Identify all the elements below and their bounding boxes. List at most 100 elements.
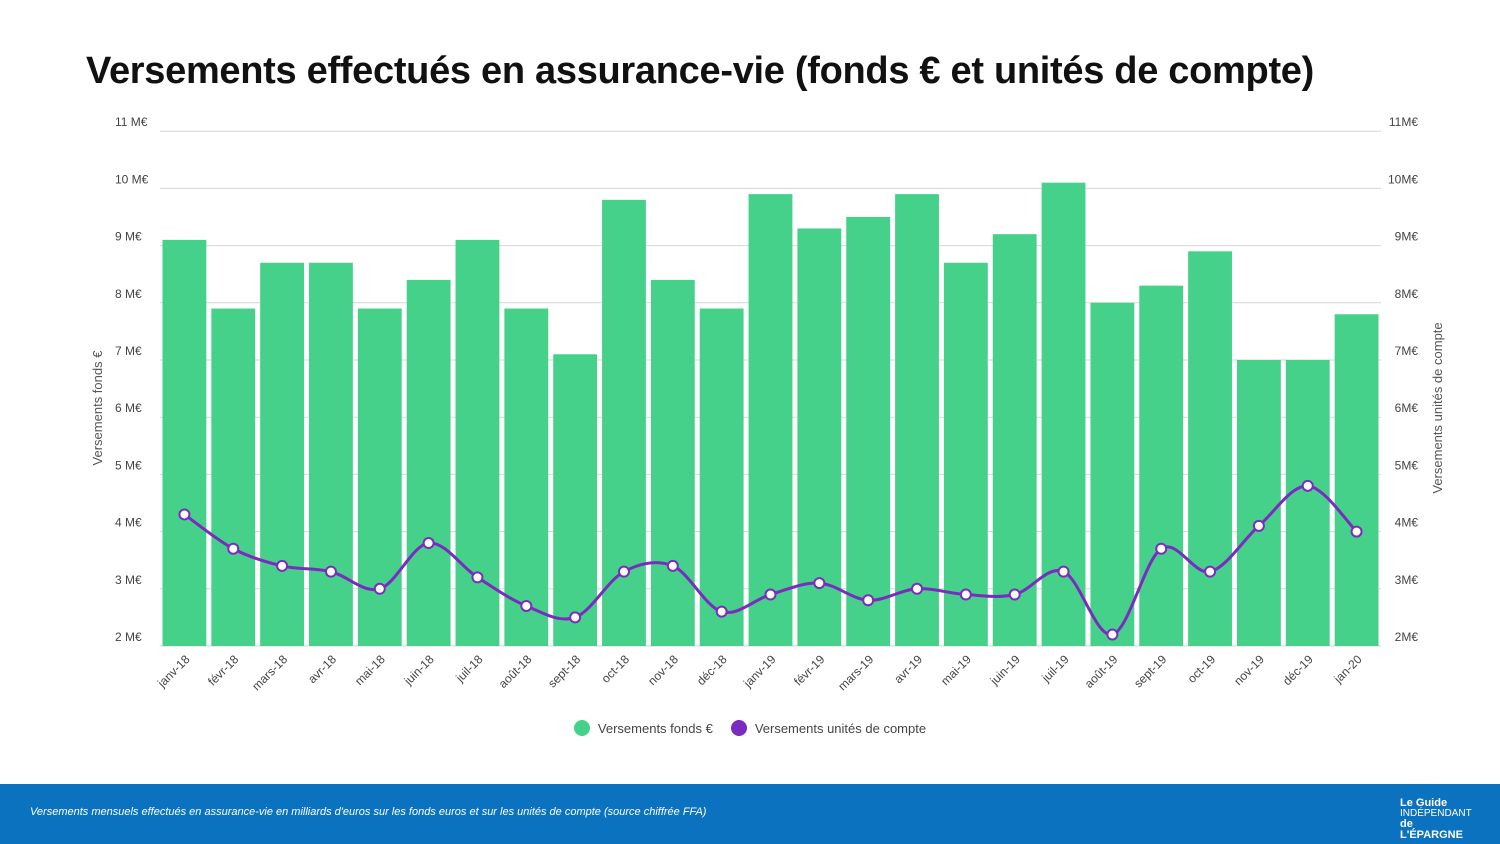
point-mars-18 — [276, 559, 289, 572]
legend-swatch-uc — [730, 720, 747, 736]
y-tick-left: 5 M€ — [115, 458, 142, 472]
point-janv-19 — [764, 588, 777, 601]
point-sept-19 — [1155, 542, 1168, 555]
point-nov-19 — [1252, 519, 1265, 532]
x-tick: juin-19 — [987, 652, 1023, 688]
y-tick-left: 7 M€ — [115, 344, 142, 358]
point-mai-18 — [373, 582, 386, 595]
x-tick: déc-18 — [694, 652, 730, 688]
x-tick: févr-19 — [791, 652, 828, 689]
bar-jan-20 — [1334, 314, 1379, 646]
x-tick: août-19 — [1082, 652, 1121, 691]
x-tick: déc-19 — [1280, 652, 1316, 688]
bar-nov-19 — [1236, 360, 1281, 646]
legend-item-fonds[interactable]: Versements fonds € — [573, 720, 713, 736]
point-nov-18 — [666, 559, 679, 572]
bar-avr-19 — [895, 194, 939, 646]
y-tick-right: 6M€ — [1395, 401, 1419, 415]
bar-janv-19 — [748, 194, 793, 646]
y-tick-left: 2 M€ — [115, 630, 142, 644]
y-tick-left: 3 M€ — [115, 573, 142, 587]
x-tick: janv-19 — [740, 652, 779, 691]
point-oct-18 — [617, 565, 630, 578]
point-juin-19 — [1008, 588, 1021, 601]
x-tick: nov-19 — [1231, 652, 1267, 688]
x-tick: mai-19 — [938, 652, 974, 688]
y-tick-right: 9M€ — [1395, 230, 1419, 244]
point-juil-18 — [471, 571, 484, 584]
point-déc-19 — [1301, 479, 1314, 492]
bar-sept-19 — [1139, 285, 1184, 646]
x-tick: avr-18 — [305, 652, 339, 686]
bar-août-19 — [1090, 302, 1135, 646]
legend-item-uc[interactable]: Versements unités de compte — [730, 720, 926, 736]
y-tick-left: 9 M€ — [115, 230, 142, 244]
y-axis-label-left: Versements fonds € — [90, 350, 105, 466]
point-déc-18 — [715, 605, 728, 618]
point-mars-19 — [862, 594, 875, 607]
y-tick-left: 4 M€ — [115, 516, 142, 530]
chart-title: Versements effectués en assurance-vie (f… — [86, 50, 1315, 92]
point-août-18 — [520, 599, 533, 612]
legend: Versements fonds € Versements unités de … — [0, 720, 1500, 736]
y-tick-left: 6 M€ — [115, 401, 142, 415]
bar-sept-18 — [553, 354, 598, 646]
bar-juin-19 — [992, 234, 1037, 646]
legend-swatch-fonds — [573, 720, 590, 736]
bar-févr-18 — [211, 308, 256, 646]
x-tick: janv-18 — [154, 652, 193, 691]
bar-mai-19 — [943, 262, 988, 646]
y-tick-right: 11M€ — [1389, 115, 1418, 129]
y-tick-right: 7M€ — [1395, 344, 1419, 358]
point-mai-19 — [959, 588, 972, 601]
bar-févr-19 — [797, 228, 842, 646]
y-axis-label-right: Versements unités de compte — [1430, 322, 1445, 493]
y-tick-left: 10 M€ — [115, 172, 149, 186]
y-tick-right: 2M€ — [1395, 630, 1419, 644]
x-tick: avr-19 — [891, 652, 925, 686]
point-jan-20 — [1350, 525, 1363, 538]
x-tick: jan-20 — [1331, 652, 1365, 686]
bar-déc-19 — [1285, 360, 1330, 646]
bar-janv-18 — [162, 239, 207, 646]
x-tick: sept-19 — [1131, 652, 1169, 690]
point-oct-19 — [1204, 565, 1217, 578]
bar-avr-18 — [309, 262, 353, 646]
x-tick: oct-18 — [599, 652, 633, 686]
x-tick: févr-18 — [205, 652, 242, 689]
bar-mai-18 — [357, 308, 402, 646]
point-févr-18 — [227, 542, 240, 555]
y-tick-right: 4M€ — [1395, 516, 1419, 530]
y-tick-right: 5M€ — [1395, 458, 1419, 472]
bar-mars-18 — [260, 262, 305, 646]
bar-juin-18 — [406, 279, 451, 646]
x-tick: mars-19 — [835, 652, 876, 693]
site-logo: Le Guide INDÉPENDANT de L'ÉPARGNE — [1400, 797, 1472, 841]
y-tick-right: 8M€ — [1395, 287, 1419, 301]
bar-juil-18 — [455, 239, 500, 646]
y-tick-left: 8 M€ — [115, 287, 142, 301]
footer-caption: Versements mensuels effectués en assuran… — [30, 806, 707, 818]
x-tick: mars-18 — [249, 652, 290, 693]
bar-oct-19 — [1188, 251, 1232, 646]
x-tick: juil-18 — [452, 652, 485, 685]
x-tick: juil-19 — [1038, 652, 1071, 685]
bar-déc-18 — [699, 308, 744, 646]
y-tick-right: 10M€ — [1388, 172, 1418, 186]
point-juin-18 — [422, 537, 435, 550]
bar-nov-18 — [650, 279, 695, 646]
x-tick: nov-18 — [645, 652, 681, 688]
legend-label-fonds: Versements fonds € — [597, 720, 713, 736]
x-tick: sept-18 — [545, 652, 583, 690]
x-tick: juin-18 — [401, 652, 437, 688]
x-tick: mai-18 — [352, 652, 388, 688]
bar-oct-18 — [602, 199, 646, 646]
footer-bar: Versements mensuels effectués en assuran… — [0, 784, 1500, 844]
x-tick: oct-19 — [1185, 652, 1219, 686]
y-tick-left: 11 M€ — [115, 115, 148, 129]
y-tick-right: 3M€ — [1395, 573, 1419, 587]
point-févr-19 — [813, 577, 826, 590]
point-janv-18 — [178, 508, 191, 521]
bar-mars-19 — [846, 217, 891, 646]
